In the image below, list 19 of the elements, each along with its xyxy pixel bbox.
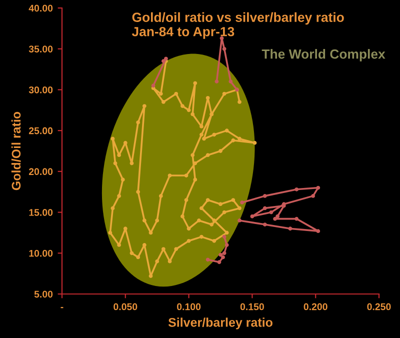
x-tick-label: 0.200 bbox=[304, 303, 328, 310]
x-tick-label: 0.100 bbox=[177, 303, 201, 310]
x-tick-label: - bbox=[60, 306, 64, 308]
x-tick-label: 0.150 bbox=[240, 303, 264, 310]
y-tick-label: 20.00 bbox=[28, 168, 53, 176]
annotation: The World Complex bbox=[262, 49, 386, 62]
y-tick-label: 25.00 bbox=[28, 127, 53, 134]
x-axis-title: Silver/barley ratio bbox=[168, 318, 272, 330]
x-tick-label: 0.250 bbox=[367, 303, 391, 310]
y-tick-label: 35.00 bbox=[28, 46, 53, 52]
y-tick-label: 5.00 bbox=[34, 290, 53, 298]
y-tick-label: 40.00 bbox=[28, 4, 53, 12]
y-tick-label: 30.00 bbox=[28, 86, 53, 94]
y-tick-label: 15.00 bbox=[29, 209, 53, 216]
chart-title: Gold/oil ratio vs silver/barley ratio bbox=[132, 12, 344, 25]
y-axis-title: Gold/Oil ratio bbox=[11, 112, 21, 190]
x-tick-label: 0.050 bbox=[114, 303, 138, 310]
text: Jan-84 to Apr-13 bbox=[132, 26, 234, 39]
y-tick-label: 10.00 bbox=[29, 250, 53, 257]
